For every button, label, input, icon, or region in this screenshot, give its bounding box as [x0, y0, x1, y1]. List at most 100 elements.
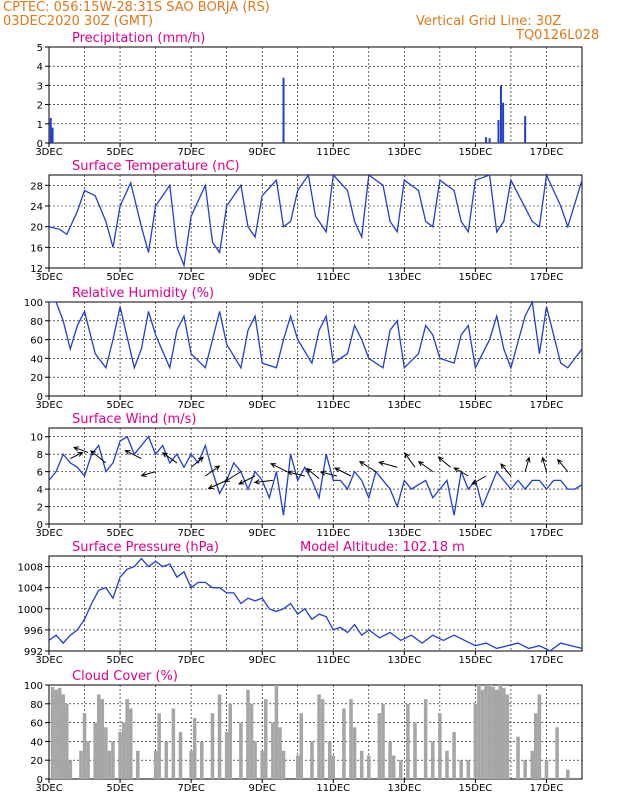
x-tick-label: 7DEC: [177, 147, 204, 158]
wind-arrow: [89, 450, 107, 464]
cloud-bar: [391, 755, 396, 779]
x-tick-label: 9DEC: [249, 783, 276, 794]
precip-bar: [502, 102, 505, 143]
cloud-bar: [523, 760, 527, 779]
wind-arrow: [223, 471, 242, 483]
frame: [48, 46, 583, 144]
cloud-bar: [239, 722, 243, 779]
panel-rh: 0 20 40 60 80 100 3DEC 5DEC 7DEC 9DEC 11DEC 13DEC 15…: [24, 286, 583, 411]
precip-bar: [485, 137, 488, 143]
cloud-bar: [125, 699, 129, 779]
x-tick-label: 17DEC: [530, 272, 564, 283]
x-tick-label: 3DEC: [35, 655, 62, 666]
cloud-bar: [210, 713, 215, 779]
cloud-bar: [491, 686, 495, 779]
wind-arrow: [140, 471, 156, 477]
y-tick-label: 40: [30, 354, 43, 365]
cloud-bar: [516, 736, 520, 779]
wind-arrow: [207, 479, 227, 490]
cloud-bar: [200, 741, 204, 779]
x-tick-label: 5DEC: [106, 655, 133, 666]
panel-title: Precipitation (mm/h): [72, 31, 205, 46]
cloud-bar: [381, 703, 385, 779]
cloud-bar: [79, 750, 83, 779]
x-tick-label: 7DEC: [177, 655, 204, 666]
cloud-bar: [430, 741, 435, 779]
cloud-bar: [189, 750, 193, 779]
x-tick-label: 7DEC: [177, 783, 204, 794]
cloud-bar: [153, 750, 158, 779]
precip-bar: [282, 77, 285, 143]
date-line: 03DEC2020 30Z (GMT): [3, 14, 154, 29]
precip-bar: [499, 85, 502, 143]
precip-bar: [51, 127, 54, 143]
cloud-bar: [271, 722, 275, 779]
x-tick-label: 11DEC: [316, 783, 350, 794]
cloud-bar: [502, 687, 506, 779]
series-line: [48, 172, 583, 268]
cloud-bar: [388, 741, 392, 779]
x-tick-label: 3DEC: [35, 272, 62, 283]
y-tick-label: 1008: [18, 563, 43, 574]
cloud-bar: [50, 686, 55, 779]
wind-arrow: [334, 467, 352, 477]
cloud-bar: [100, 699, 105, 779]
cloud-bar: [473, 703, 478, 779]
cloud-bar: [57, 687, 62, 779]
wind-arrow: [500, 463, 512, 477]
wind-arrow: [306, 467, 320, 480]
y-tick-label: 0: [37, 392, 43, 403]
cloud-bar: [136, 750, 140, 779]
x-tick-label: 17DEC: [530, 400, 564, 411]
x-tick-label: 11DEC: [316, 400, 350, 411]
x-tick-label: 15DEC: [459, 655, 493, 666]
x-tick-label: 11DEC: [316, 147, 350, 158]
frame: [48, 427, 583, 525]
wind-arrow: [73, 446, 89, 453]
x-tick-label: 9DEC: [249, 655, 276, 666]
wind-arrow: [238, 475, 256, 485]
cloud-bar: [64, 703, 69, 779]
cloud-bar: [466, 760, 471, 779]
cloud-bar: [544, 760, 549, 779]
cloud-bar: [224, 732, 229, 779]
x-tick-label: 5DEC: [106, 783, 133, 794]
cloud-bar: [68, 760, 73, 779]
cloud-bar: [566, 769, 570, 779]
cloud-bar: [352, 727, 357, 779]
cloud-bar: [349, 699, 353, 779]
cloud-bar: [164, 741, 169, 779]
cloud-bar: [178, 732, 183, 779]
wind-arrow: [161, 452, 178, 464]
y-tick-label: 1: [37, 120, 43, 131]
cloud-bar: [274, 685, 279, 779]
wind-arrow: [378, 460, 398, 468]
cloud-bar: [534, 713, 538, 779]
frame: [48, 174, 583, 269]
y-tick-label: 40: [30, 737, 43, 748]
wind-arrow: [541, 456, 547, 472]
cloud-bar: [93, 722, 97, 779]
y-tick-label: 4: [37, 485, 43, 496]
x-tick-label: 17DEC: [530, 655, 564, 666]
cloud-bar: [171, 708, 176, 779]
cloud-bar: [423, 699, 428, 779]
cloud-bar: [413, 722, 417, 779]
cloud-bar: [459, 760, 463, 779]
x-tick-label: 11DEC: [316, 528, 350, 539]
precip-bar: [524, 116, 527, 143]
y-tick-label: 60: [30, 336, 43, 347]
y-tick-label: 80: [30, 700, 43, 711]
y-tick-label: 100: [24, 681, 43, 692]
frame: [48, 684, 583, 780]
cloud-bar: [327, 741, 332, 779]
x-tick-label: 3DEC: [35, 147, 62, 158]
y-tick-label: 0: [37, 775, 43, 786]
station-line: CPTEC: 056:15W-28:31S SAO BORJA (RS): [3, 0, 270, 15]
cloud-bar: [96, 694, 101, 779]
x-tick-label: 7DEC: [177, 272, 204, 283]
x-tick-label: 9DEC: [249, 272, 276, 283]
y-tick-label: 2: [37, 101, 43, 112]
cloud-bar: [104, 727, 108, 779]
